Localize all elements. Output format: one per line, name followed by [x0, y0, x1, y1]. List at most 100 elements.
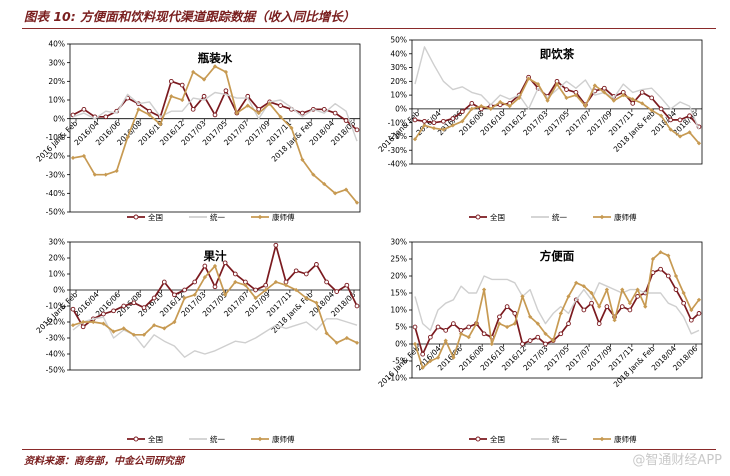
point-kangshifu: [554, 81, 560, 87]
series-line-tongyi: [414, 275, 700, 335]
point-kangshifu: [70, 323, 76, 328]
point-quanguo: [687, 113, 692, 119]
chart-rtd-tea: 50%40%30%20%10%0%-10%-20%-30%-40%2016 Ja…: [376, 36, 703, 222]
y-tick-label: -20%: [46, 152, 65, 161]
point-quanguo: [512, 311, 518, 316]
series-line-tongyi: [414, 46, 700, 130]
point-quanguo: [649, 95, 655, 101]
point-kangshifu: [283, 283, 289, 288]
point-quanguo: [589, 300, 594, 306]
point-kangshifu: [640, 101, 645, 106]
y-tick-label: 20%: [390, 77, 407, 86]
point-kangshifu: [180, 97, 185, 103]
y-tick-label: -10%: [46, 133, 65, 142]
point-quanguo: [630, 101, 636, 106]
chart-instant-noodles: 30%25%20%15%10%5%0%-5%-10%2016 Jan& Feb2…: [376, 238, 703, 444]
point-kangshifu: [668, 127, 673, 132]
point-quanguo: [581, 307, 587, 313]
point-kangshifu: [333, 191, 338, 196]
legend-marker-kangshifu: [257, 214, 263, 220]
legend-label-tongyi: 统一: [210, 212, 225, 222]
y-tick-label: 10%: [390, 91, 407, 100]
point-kangshifu: [334, 340, 339, 345]
point-kangshifu: [263, 287, 268, 293]
point-kangshifu: [103, 172, 108, 177]
point-kangshifu: [650, 256, 656, 262]
point-quanguo: [520, 341, 525, 347]
y-tick-label: -10%: [388, 118, 407, 127]
point-kangshifu: [443, 338, 448, 343]
point-quanguo: [334, 289, 340, 294]
point-kangshifu: [169, 94, 174, 99]
series-line-tongyi: [72, 91, 358, 142]
point-quanguo: [466, 324, 472, 330]
plot-frame: [411, 39, 703, 165]
point-quanguo: [564, 87, 569, 92]
point-kangshifu: [431, 126, 437, 131]
point-quanguo: [190, 106, 196, 112]
y-tick-label: -40%: [46, 189, 65, 198]
point-kangshifu: [70, 155, 76, 160]
y-tick-label: 5%: [395, 323, 407, 332]
point-kangshifu: [201, 77, 207, 82]
y-tick-label: 10%: [48, 96, 65, 105]
legend-marker-quanguo: [133, 214, 139, 220]
legend-label-kangshifu: 康师傅: [272, 434, 295, 444]
point-quanguo: [627, 307, 633, 313]
chart-juice: 30%20%10%0%-10%-20%-30%-40%-50%2016 Jan&…: [34, 238, 361, 444]
legend-label-quanguo: 全国: [490, 434, 505, 444]
point-quanguo: [658, 266, 663, 272]
legend-label-tongyi: 统一: [210, 434, 225, 444]
point-quanguo: [596, 321, 602, 326]
point-kangshifu: [245, 103, 250, 108]
point-kangshifu: [488, 106, 493, 111]
point-kangshifu: [589, 290, 594, 296]
chart-bottled-water: 40%30%20%10%0%-10%-20%-30%-40%-50%2016 J…: [34, 40, 361, 222]
point-kangshifu: [412, 341, 418, 347]
y-tick-label: 40%: [48, 40, 65, 49]
point-quanguo: [420, 351, 426, 357]
point-quanguo: [141, 305, 147, 310]
point-quanguo: [412, 117, 418, 123]
point-quanguo: [80, 324, 86, 330]
point-quanguo: [303, 271, 309, 277]
series-line-tongyi: [72, 316, 358, 358]
point-kangshifu: [505, 324, 510, 330]
point-quanguo: [343, 118, 349, 123]
point-kangshifu: [182, 295, 187, 301]
y-tick-label: 0%: [395, 340, 407, 349]
point-kangshifu: [278, 114, 283, 119]
chart-title: 瓶装水: [198, 51, 233, 65]
point-kangshifu: [627, 301, 633, 306]
y-tick-label: 30%: [48, 58, 65, 67]
point-quanguo: [658, 106, 664, 112]
y-tick-label: -5%: [392, 357, 407, 366]
point-kangshifu: [136, 107, 141, 112]
point-quanguo: [103, 114, 109, 120]
chart-title: 果汁: [203, 249, 227, 263]
point-kangshifu: [666, 253, 671, 258]
point-quanguo: [535, 334, 541, 340]
point-kangshifu: [253, 295, 258, 301]
y-tick-label: 20%: [390, 272, 407, 281]
point-kangshifu: [300, 157, 305, 162]
point-quanguo: [192, 279, 198, 285]
point-quanguo: [81, 106, 87, 112]
point-kangshifu: [354, 200, 360, 205]
y-tick-label: 30%: [390, 63, 407, 72]
point-kangshifu: [689, 307, 694, 313]
point-kangshifu: [696, 141, 702, 146]
legend: 全国 统一 康师傅: [469, 434, 637, 444]
legend-label-quanguo: 全国: [148, 434, 163, 444]
point-quanguo: [443, 328, 449, 333]
point-quanguo: [201, 93, 207, 99]
y-tick-label: -40%: [46, 350, 65, 359]
point-kangshifu: [91, 319, 96, 325]
legend-label-quanguo: 全国: [148, 212, 163, 222]
y-tick-label: 10%: [48, 270, 65, 279]
point-quanguo: [354, 303, 360, 309]
y-tick-label: 30%: [48, 238, 65, 247]
point-quanguo: [619, 304, 625, 309]
y-tick-label: -30%: [46, 170, 65, 179]
point-kangshifu: [125, 135, 130, 140]
